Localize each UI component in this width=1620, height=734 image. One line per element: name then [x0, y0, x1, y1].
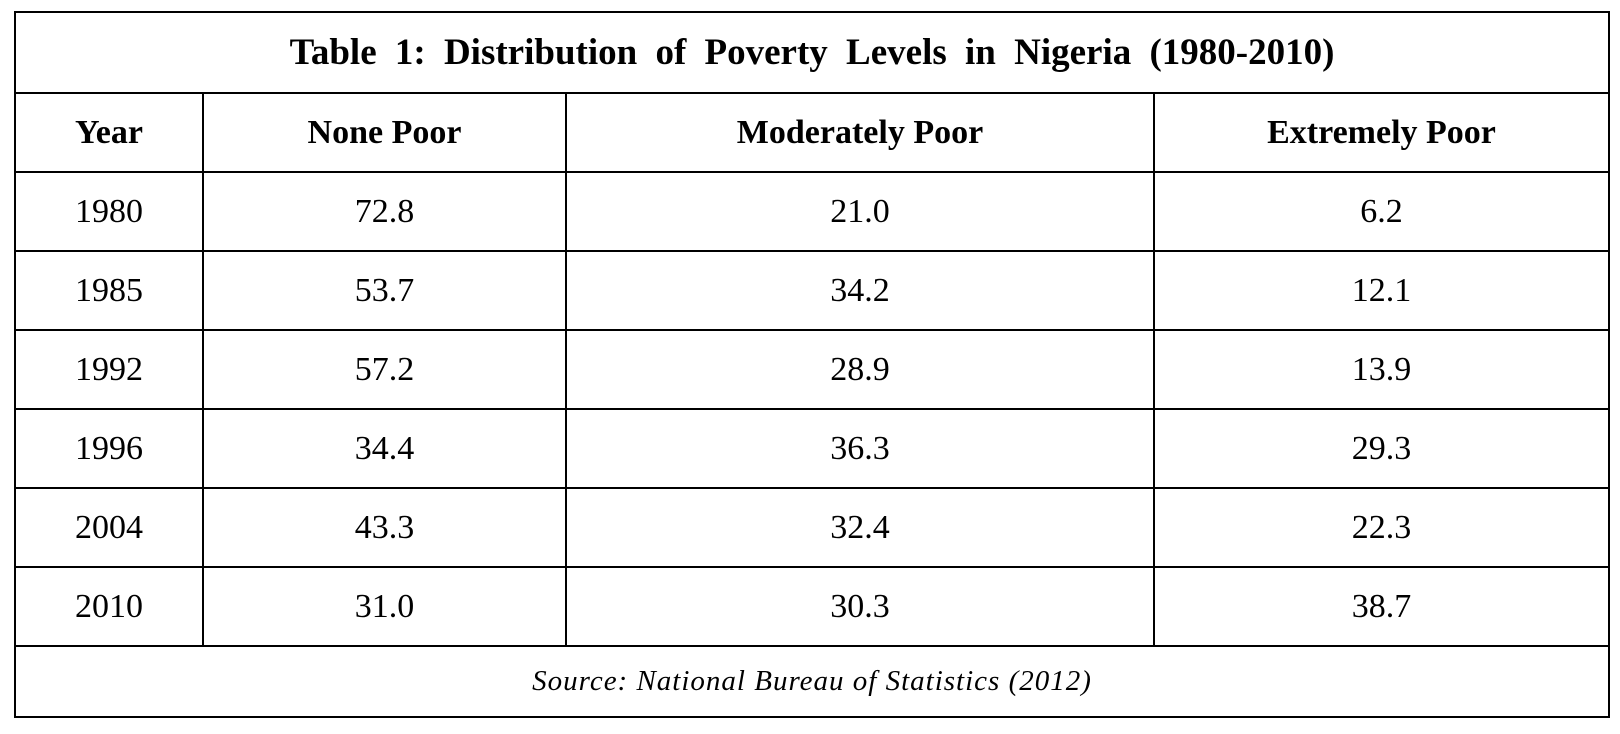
table-source-row: Source: National Bureau of Statistics (2…	[13, 645, 1611, 718]
extremely-poor-cell: 13.9	[1152, 329, 1611, 410]
table-row: 1985 53.7 34.2 12.1	[14, 250, 1611, 331]
moderately-poor-cell: 34.2	[565, 250, 1155, 331]
moderately-poor-cell: 28.9	[565, 329, 1155, 410]
year-cell: 1996	[14, 408, 204, 489]
table-header-row: Year None Poor Moderately Poor Extremely…	[14, 92, 1611, 173]
column-header-none-poor: None Poor	[202, 92, 567, 173]
year-cell: 2010	[14, 566, 204, 647]
year-cell: 1992	[14, 329, 204, 410]
table-row: 2010 31.0 30.3 38.7	[14, 566, 1611, 647]
column-header-year: Year	[14, 92, 204, 173]
table-row: 1980 72.8 21.0 6.2	[14, 171, 1611, 252]
column-header-extremely-poor: Extremely Poor	[1152, 92, 1611, 173]
table-row: 1992 57.2 28.9 13.9	[14, 329, 1611, 410]
none-poor-cell: 57.2	[202, 329, 567, 410]
moderately-poor-cell: 36.3	[565, 408, 1155, 489]
table-source-note: Source: National Bureau of Statistics (2…	[13, 645, 1611, 718]
table-caption-row: Table 1: Distribution of Poverty Levels …	[13, 11, 1611, 94]
none-poor-cell: 31.0	[202, 566, 567, 647]
poverty-distribution-table: Table 1: Distribution of Poverty Levels …	[13, 11, 1611, 718]
none-poor-cell: 34.4	[202, 408, 567, 489]
year-cell: 1985	[14, 250, 204, 331]
extremely-poor-cell: 38.7	[1152, 566, 1611, 647]
none-poor-cell: 72.8	[202, 171, 567, 252]
extremely-poor-cell: 6.2	[1152, 171, 1611, 252]
none-poor-cell: 53.7	[202, 250, 567, 331]
table-row: 2004 43.3 32.4 22.3	[14, 487, 1611, 568]
extremely-poor-cell: 12.1	[1152, 250, 1611, 331]
extremely-poor-cell: 29.3	[1152, 408, 1611, 489]
table-row: 1996 34.4 36.3 29.3	[14, 408, 1611, 489]
year-cell: 1980	[14, 171, 204, 252]
year-cell: 2004	[14, 487, 204, 568]
column-header-moderately-poor: Moderately Poor	[565, 92, 1155, 173]
moderately-poor-cell: 32.4	[565, 487, 1155, 568]
moderately-poor-cell: 30.3	[565, 566, 1155, 647]
extremely-poor-cell: 22.3	[1152, 487, 1611, 568]
none-poor-cell: 43.3	[202, 487, 567, 568]
table-caption: Table 1: Distribution of Poverty Levels …	[13, 11, 1611, 94]
moderately-poor-cell: 21.0	[565, 171, 1155, 252]
